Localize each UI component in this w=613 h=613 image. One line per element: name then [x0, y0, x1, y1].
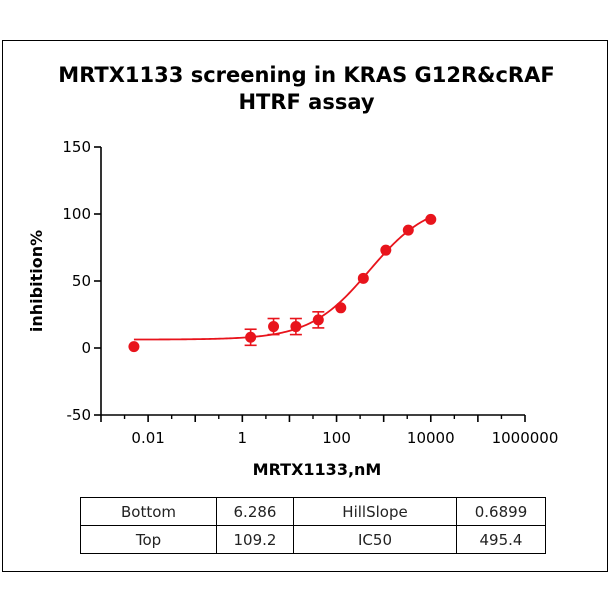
data-point — [290, 321, 302, 333]
data-point — [128, 341, 140, 353]
param-value-top: 109.2 — [216, 525, 294, 554]
param-label-top: Top — [80, 525, 217, 554]
data-point — [357, 272, 369, 284]
table-row: Bottom 6.286 HillSlope 0.6899 — [80, 497, 546, 526]
data-point — [245, 331, 257, 343]
fit-curve — [133, 216, 432, 341]
data-point — [335, 302, 347, 314]
param-value-ic50: 495.4 — [456, 525, 546, 554]
x-tick-label: 0.01 — [131, 429, 164, 447]
y-axis-label: inhibition% — [27, 230, 46, 332]
fit-parameters-table: Bottom 6.286 HillSlope 0.6899 Top 109.2 … — [80, 497, 546, 554]
table-row: Top 109.2 IC50 495.4 — [80, 525, 546, 554]
param-value-bottom: 6.286 — [216, 497, 294, 526]
data-point — [425, 213, 437, 225]
x-tick-label: 1000000 — [492, 429, 559, 447]
chart-title-line1: MRTX1133 screening in KRAS G12R&cRAF — [58, 63, 555, 87]
data-point — [380, 244, 392, 256]
param-label-bottom: Bottom — [80, 497, 217, 526]
param-label-hillslope: HillSlope — [293, 497, 457, 526]
y-tick-label: 50 — [72, 272, 91, 290]
data-point — [268, 321, 280, 333]
figure-frame — [2, 40, 608, 572]
x-tick-label: 1 — [238, 429, 248, 447]
param-label-ic50: IC50 — [293, 525, 457, 554]
y-tick-label: 150 — [62, 138, 91, 156]
data-point — [402, 224, 414, 236]
chart-title-line2: HTRF assay — [238, 90, 375, 114]
x-axis-label: MRTX1133,nM — [253, 460, 382, 479]
x-tick-label: 10000 — [407, 429, 455, 447]
data-point — [312, 314, 324, 326]
y-tick-label: 0 — [81, 339, 91, 357]
x-tick-label: 100 — [322, 429, 351, 447]
param-value-hillslope: 0.6899 — [456, 497, 546, 526]
y-tick-label: -50 — [67, 406, 92, 424]
y-tick-label: 100 — [62, 205, 91, 223]
